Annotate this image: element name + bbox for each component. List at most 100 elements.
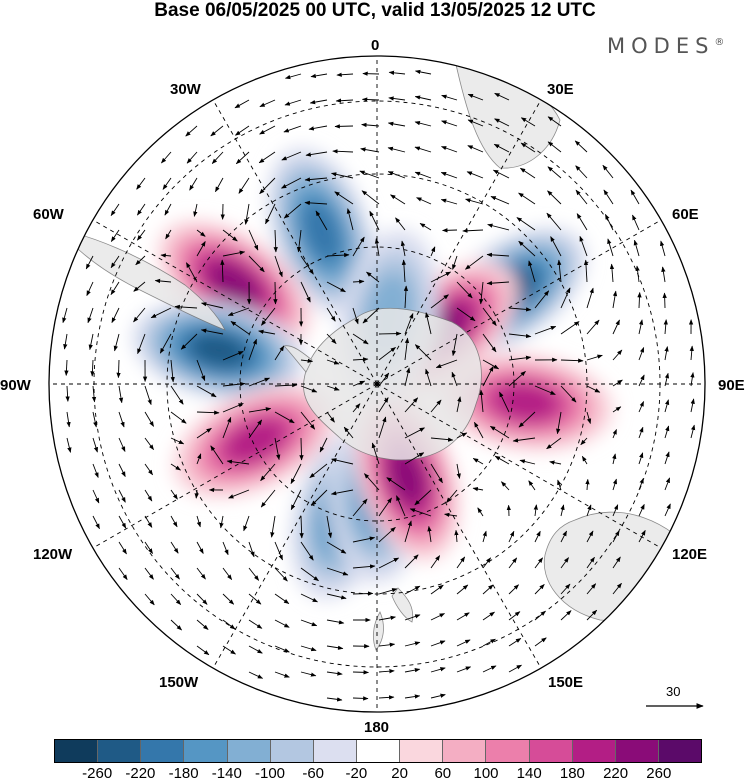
wind-vector bbox=[283, 203, 302, 219]
wind-vector bbox=[528, 480, 536, 491]
wind-vector bbox=[378, 497, 392, 517]
wind-vector bbox=[430, 613, 445, 621]
wind-vector bbox=[518, 240, 536, 257]
wind-vector bbox=[404, 554, 419, 569]
wind-vector bbox=[274, 567, 288, 582]
wind-vector bbox=[419, 223, 432, 231]
wind-vector bbox=[427, 525, 432, 543]
wind-vector bbox=[260, 489, 276, 508]
wind-vector bbox=[486, 252, 510, 257]
reference-vector-label: 30 bbox=[666, 684, 681, 699]
wind-vector bbox=[482, 366, 494, 387]
wind-vector bbox=[296, 229, 302, 253]
wind-vector bbox=[466, 171, 484, 179]
wind-vector bbox=[111, 307, 120, 324]
wind-vector bbox=[467, 93, 484, 101]
lon-label-150w: 150W bbox=[159, 674, 199, 691]
lon-label-90w: 90W bbox=[0, 377, 31, 394]
wind-vector bbox=[472, 486, 484, 492]
lon-label-60w: 60W bbox=[33, 206, 64, 223]
wind-vector bbox=[630, 189, 640, 205]
wind-vector bbox=[430, 667, 446, 673]
wind-vector bbox=[512, 437, 536, 443]
wind-vector bbox=[441, 94, 458, 101]
wind-vector bbox=[309, 99, 328, 105]
colorbar-tick-label: 220 bbox=[603, 765, 629, 782]
wind-vector bbox=[430, 640, 446, 647]
wind-vector bbox=[87, 307, 94, 324]
wind-vector bbox=[534, 637, 547, 647]
wind-vector bbox=[508, 638, 522, 647]
wind-vector bbox=[482, 638, 496, 647]
wind-vector bbox=[404, 367, 411, 387]
wind-vector bbox=[534, 584, 545, 595]
wind-vector bbox=[196, 567, 206, 580]
wind-vector bbox=[395, 217, 406, 231]
wind-vector bbox=[534, 530, 541, 543]
wind-vector bbox=[516, 217, 536, 231]
wind-vector bbox=[196, 645, 210, 656]
wind-vector bbox=[248, 407, 272, 413]
wind-vector bbox=[585, 478, 590, 491]
wind-vector bbox=[352, 536, 376, 543]
colorbar-tick-label: 140 bbox=[516, 765, 542, 782]
wind-vector bbox=[92, 515, 100, 530]
anomaly-band bbox=[224, 419, 286, 463]
wind-vector bbox=[575, 189, 588, 205]
wind-vector bbox=[222, 541, 229, 556]
wind-vector bbox=[456, 281, 473, 299]
wind-vector bbox=[534, 557, 543, 569]
wind-vector bbox=[215, 177, 224, 193]
wind-vector bbox=[603, 189, 614, 205]
anomaly-band bbox=[493, 383, 559, 421]
meridian-line bbox=[376, 383, 662, 549]
wind-vector bbox=[404, 614, 421, 621]
wind-vector bbox=[144, 541, 153, 554]
wind-vector bbox=[196, 541, 204, 554]
map-border bbox=[48, 55, 706, 713]
wind-vector bbox=[661, 266, 666, 283]
wind-vector bbox=[586, 354, 603, 361]
wind-vector bbox=[150, 307, 172, 319]
wind-vector bbox=[162, 177, 172, 190]
wind-vector bbox=[64, 359, 69, 376]
wind-vector bbox=[300, 619, 318, 627]
wind-vector bbox=[243, 515, 250, 532]
wind-vector bbox=[586, 609, 598, 621]
wind-vector bbox=[222, 229, 238, 242]
wind-vector bbox=[248, 645, 263, 654]
wind-vector bbox=[273, 281, 278, 305]
wind-vector bbox=[414, 146, 432, 153]
wind-vector bbox=[547, 141, 562, 153]
chart-title: Base 06/05/2025 00 UTC, valid 13/05/2025… bbox=[154, 0, 596, 21]
wind-vector bbox=[499, 391, 510, 413]
wind-vector bbox=[482, 359, 500, 370]
wind-vector bbox=[400, 240, 406, 257]
wind-vector bbox=[474, 421, 484, 439]
wind-vector bbox=[308, 125, 328, 131]
wind-vector bbox=[326, 281, 346, 293]
wind-vector bbox=[326, 252, 350, 258]
wind-vector bbox=[326, 385, 340, 391]
wind-vector bbox=[482, 530, 487, 543]
wind-vector bbox=[560, 321, 580, 335]
wind-vector bbox=[464, 255, 484, 270]
wind-vector bbox=[414, 171, 432, 179]
wind-vector bbox=[492, 169, 510, 179]
wind-vector bbox=[404, 520, 412, 543]
colorbar-swatch bbox=[442, 740, 486, 762]
meridian-line bbox=[92, 219, 378, 385]
wind-vector bbox=[228, 489, 250, 499]
wind-vector bbox=[404, 585, 421, 595]
wind-vector bbox=[118, 411, 125, 428]
antarctica-outline bbox=[303, 307, 482, 461]
wind-vector bbox=[248, 541, 255, 558]
wind-vector bbox=[547, 190, 562, 205]
wind-vector bbox=[490, 195, 510, 205]
wind-vector bbox=[281, 177, 302, 189]
wind-vector bbox=[300, 567, 319, 582]
wind-vector bbox=[160, 253, 172, 258]
wind-vector bbox=[638, 346, 645, 361]
wind-vector bbox=[300, 593, 318, 603]
